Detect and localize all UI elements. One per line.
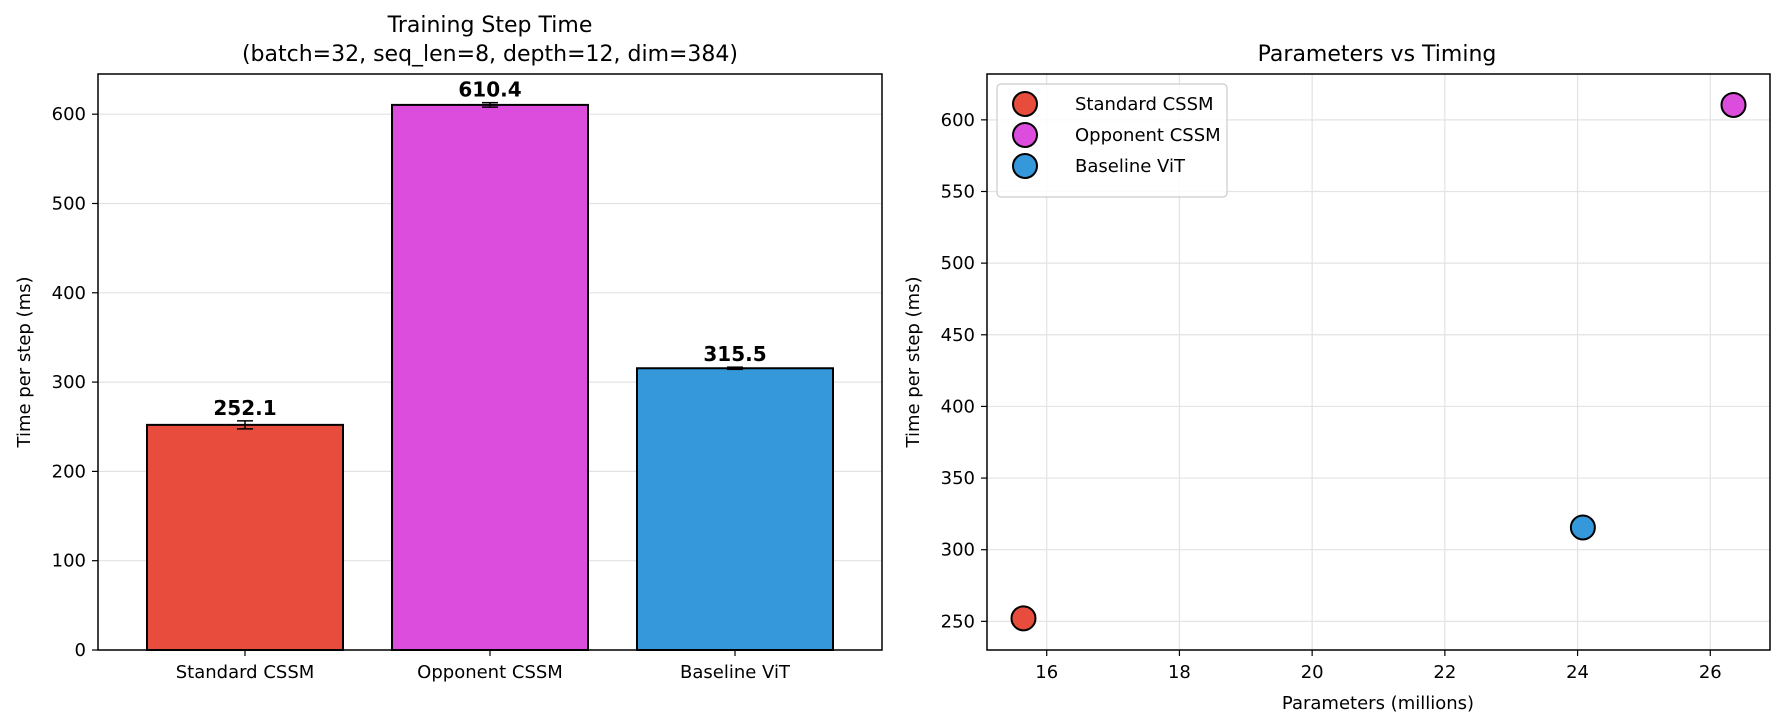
bar-chart-axes-frame	[97, 73, 883, 651]
bar-value-label: 315.5	[703, 342, 766, 366]
scatter-y-tick-label: 600	[941, 110, 975, 131]
bar-chart-error-bars	[237, 101, 743, 430]
bar-y-tick-label: 400	[52, 283, 86, 304]
scatter-x-tick-label: 24	[1566, 662, 1589, 683]
legend-label: Opponent CSSM	[1075, 125, 1221, 146]
scatter-x-tick-label: 20	[1301, 662, 1324, 683]
scatter-x-tick-label: 22	[1433, 662, 1456, 683]
bar-value-label: 610.4	[458, 78, 521, 102]
bar-x-tick-label: Standard CSSM	[176, 662, 315, 683]
scatter-x-tick-label: 18	[1168, 662, 1191, 683]
bar-x-tick-label: Opponent CSSM	[417, 662, 563, 683]
scatter-chart-x-axis-label: Parameters (millions)	[1282, 693, 1474, 714]
scatter-y-tick-label: 350	[941, 468, 975, 489]
scatter-y-tick-label: 300	[941, 540, 975, 561]
bar-opponent-cssm	[391, 103, 589, 651]
scatter-chart-legend: Standard CSSM Opponent CSSM Baseline ViT	[996, 83, 1228, 198]
bar-chart-x-ticks: Standard CSSM Opponent CSSM Baseline ViT	[176, 650, 791, 683]
scatter-chart-title: Parameters vs Timing	[1258, 42, 1497, 67]
bar-chart-title: Training Step Time	[387, 13, 593, 38]
scatter-y-tick-label: 450	[941, 325, 975, 346]
bar-baseline-vit	[636, 367, 834, 651]
scatter-chart-axes-frame	[986, 73, 1771, 651]
scatter-x-tick-label: 16	[1035, 662, 1058, 683]
scatter-y-tick-label: 250	[941, 611, 975, 632]
scatter-point-baseline-vit	[1569, 514, 1596, 541]
bar-chart-y-axis-label: Time per step (ms)	[14, 276, 35, 448]
legend-label: Baseline ViT	[1075, 156, 1186, 177]
bar-chart-subtitle: (batch=32, seq_len=8, depth=12, dim=384)	[242, 42, 738, 67]
bar-y-tick-label: 300	[52, 372, 86, 393]
bar-chart-y-ticks: 0 100 200 300 400 500 600	[52, 104, 98, 661]
bar-y-tick-label: 500	[52, 193, 86, 214]
scatter-chart-panel: Parameters vs Timing 250 300 350 400 450 500 5…	[903, 42, 1771, 714]
legend-marker	[1012, 122, 1038, 148]
bar-y-tick-label: 600	[52, 104, 86, 125]
scatter-chart-x-ticks: 16 18 20 22 24 26	[1035, 650, 1722, 683]
scatter-x-tick-label: 26	[1699, 662, 1722, 683]
bar-chart-bars	[146, 103, 834, 651]
scatter-chart-points	[1010, 91, 1747, 632]
scatter-y-tick-label: 400	[941, 396, 975, 417]
bar-chart-value-labels: 252.1 610.4 315.5	[213, 78, 766, 420]
legend-box	[996, 83, 1228, 198]
scatter-y-tick-label: 500	[941, 253, 975, 274]
legend-marker	[1012, 153, 1038, 179]
legend-marker	[1012, 91, 1038, 117]
legend-label: Standard CSSM	[1075, 94, 1214, 115]
bar-value-label: 252.1	[213, 396, 276, 420]
scatter-point-opponent-cssm	[1720, 91, 1747, 118]
bar-y-tick-label: 100	[52, 551, 86, 572]
bar-chart-panel: Training Step Time (batch=32, seq_len=8,…	[14, 13, 883, 683]
scatter-chart-y-axis-label: Time per step (ms)	[903, 276, 924, 448]
bar-standard-cssm	[146, 423, 344, 651]
scatter-chart-gridlines	[987, 74, 1770, 650]
bar-x-tick-label: Baseline ViT	[680, 662, 791, 683]
scatter-chart-y-ticks: 250 300 350 400 450 500 550 600	[941, 110, 987, 632]
bar-y-tick-label: 0	[75, 640, 86, 661]
bar-y-tick-label: 200	[52, 461, 86, 482]
scatter-point-standard-cssm	[1010, 605, 1037, 632]
scatter-y-tick-label: 550	[941, 181, 975, 202]
